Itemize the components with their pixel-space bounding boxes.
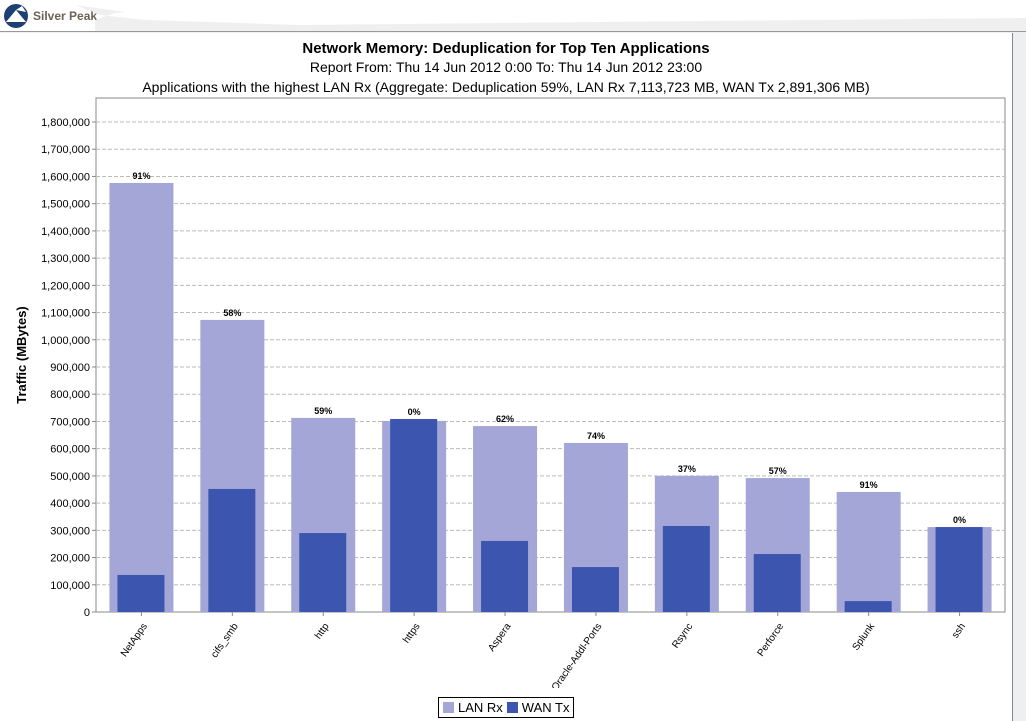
dedup-label: 37% xyxy=(678,464,696,474)
y-tick-label: 600,000 xyxy=(50,444,90,456)
x-tick-label: Perforce xyxy=(756,621,787,659)
y-tick-label: 800,000 xyxy=(50,389,90,401)
mountain-banner xyxy=(75,5,1026,31)
y-tick-label: 900,000 xyxy=(50,362,90,374)
dedup-label: 0% xyxy=(408,407,421,417)
bar-wan-tx xyxy=(753,554,801,612)
bar-lan-rx xyxy=(836,491,901,612)
bar-wan-tx xyxy=(481,540,529,612)
y-tick-label: 1,000,000 xyxy=(41,335,90,347)
dedup-label: 59% xyxy=(314,406,332,416)
bar-wan-tx xyxy=(935,527,983,612)
chart-subtitle-aggregate: Applications with the highest LAN Rx (Ag… xyxy=(142,79,869,95)
x-tick-label: NetApps xyxy=(119,621,150,659)
y-tick-label: 1,600,000 xyxy=(41,171,90,183)
y-tick-label: 200,000 xyxy=(50,553,90,565)
brand-name: Silver Peak xyxy=(33,9,98,23)
bar-wan-tx xyxy=(117,574,165,612)
dedup-label: 91% xyxy=(132,171,150,181)
y-tick-label: 1,400,000 xyxy=(41,226,90,238)
x-tick-label: Aspera xyxy=(486,621,513,654)
dedup-label: 57% xyxy=(769,466,787,476)
y-tick-label: 400,000 xyxy=(50,498,90,510)
y-tick-label: 300,000 xyxy=(50,525,90,537)
y-tick-label: 100,000 xyxy=(50,580,90,592)
x-tick-label: ssh xyxy=(950,621,968,640)
bar-wan-tx xyxy=(844,601,892,612)
x-tick-label: https xyxy=(401,621,422,645)
y-tick-label: 500,000 xyxy=(50,471,90,483)
x-tick-label: Splunk xyxy=(851,621,878,653)
legend-swatch-wan xyxy=(506,702,518,713)
silver-peak-logo-icon xyxy=(4,4,28,28)
chart-title: Network Memory: Deduplication for Top Te… xyxy=(302,40,709,57)
x-tick-label: Oracle-Addl-Ports xyxy=(550,621,605,688)
y-tick-label: 700,000 xyxy=(50,416,90,428)
y-tick-label: 1,700,000 xyxy=(41,144,90,156)
y-axis-label: Traffic (MBytes) xyxy=(14,306,29,404)
dedup-label: 74% xyxy=(587,431,605,441)
chart: Network Memory: Deduplication for Top Te… xyxy=(14,40,1006,688)
legend: LAN Rx WAN Tx xyxy=(438,697,575,718)
dedup-label: 62% xyxy=(496,414,514,424)
y-tick-label: 1,100,000 xyxy=(41,308,90,320)
x-tick-label: Rsync xyxy=(670,621,695,650)
app-header: Silver Peak xyxy=(0,0,1026,32)
bar-wan-tx xyxy=(208,488,256,612)
bar-wan-tx xyxy=(299,533,347,612)
x-tick-label: cifs_smb xyxy=(209,621,241,660)
bar-wan-tx xyxy=(571,567,619,612)
y-tick-label: 0 xyxy=(84,607,90,619)
chart-subtitle: Report From: Thu 14 Jun 2012 0:00 To: Th… xyxy=(310,59,702,75)
bar-lan-rx xyxy=(109,182,174,612)
dedup-label: 0% xyxy=(953,515,966,525)
y-tick-label: 1,500,000 xyxy=(41,199,90,211)
y-tick-label: 1,300,000 xyxy=(41,253,90,265)
legend-lan: LAN Rx xyxy=(458,700,503,715)
bar-wan-tx xyxy=(390,418,438,612)
bar-wan-tx xyxy=(662,525,710,612)
legend-swatch-lan xyxy=(443,702,454,713)
report-frame: Network Memory: Deduplication for Top Te… xyxy=(0,33,1013,721)
dedup-label: 58% xyxy=(223,308,241,318)
dedup-label: 91% xyxy=(860,480,878,490)
legend-wan: WAN Tx xyxy=(521,700,570,715)
scrollbar[interactable] xyxy=(1013,33,1026,721)
x-tick-label: http xyxy=(313,621,332,641)
y-tick-label: 1,200,000 xyxy=(41,280,90,292)
y-tick-label: 1,800,000 xyxy=(41,117,90,129)
